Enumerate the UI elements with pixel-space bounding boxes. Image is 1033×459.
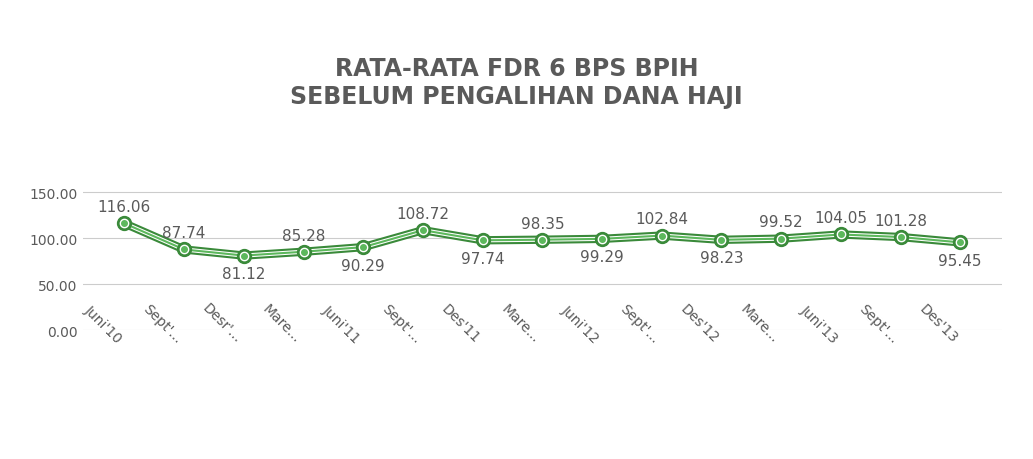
Text: 104.05: 104.05 [814,211,868,226]
Text: 98.35: 98.35 [521,216,564,231]
Text: 87.74: 87.74 [162,226,206,241]
Text: 101.28: 101.28 [874,213,927,229]
Text: 90.29: 90.29 [342,258,385,273]
Text: 85.28: 85.28 [282,228,325,243]
Text: 108.72: 108.72 [397,207,449,222]
Text: 102.84: 102.84 [635,212,688,227]
Text: 97.74: 97.74 [461,251,504,266]
Text: 81.12: 81.12 [222,267,265,281]
Text: 99.52: 99.52 [759,215,803,230]
Text: 95.45: 95.45 [938,253,982,269]
Text: 99.29: 99.29 [581,250,624,265]
Text: 98.23: 98.23 [699,251,743,266]
Text: 116.06: 116.06 [98,200,151,215]
Text: RATA-RATA FDR 6 BPS BPIH
SEBELUM PENGALIHAN DANA HAJI: RATA-RATA FDR 6 BPS BPIH SEBELUM PENGALI… [290,57,743,108]
